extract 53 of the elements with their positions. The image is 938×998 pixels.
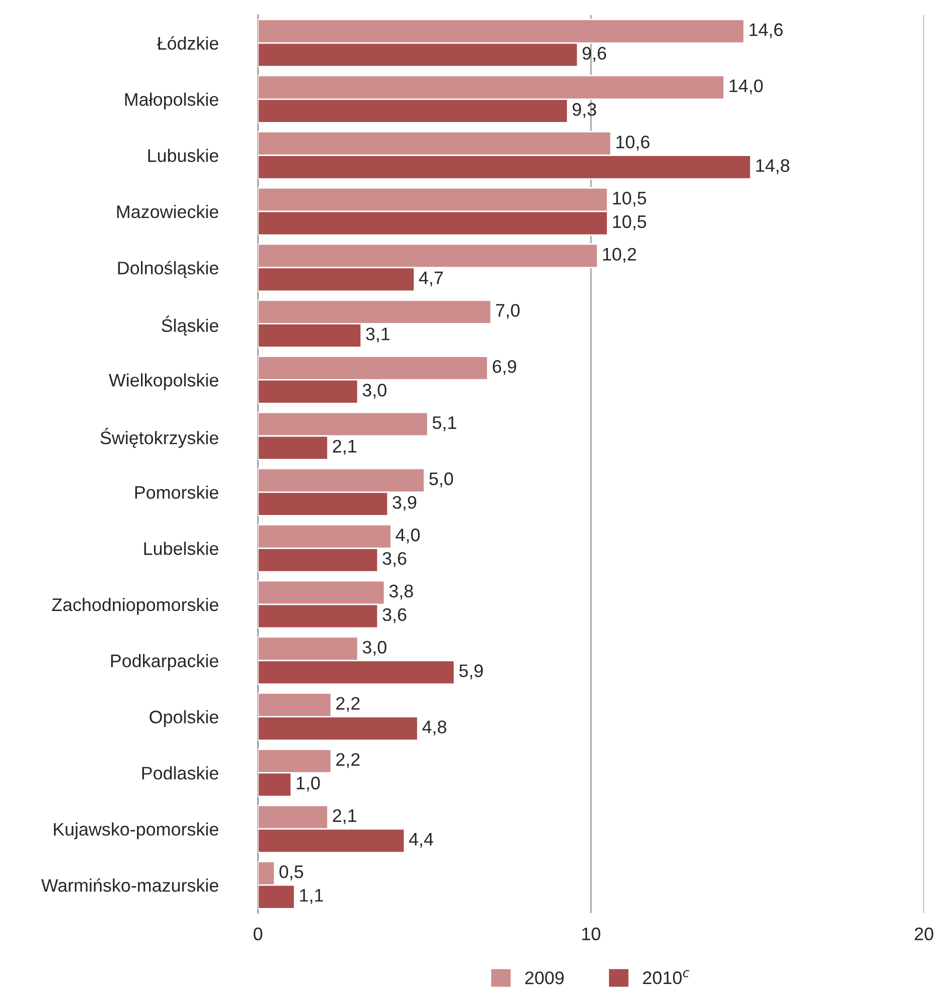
data-label: 4,0 [396,528,420,544]
y-tick-label: Podlaskie [142,766,218,780]
data-label: 1,1 [300,889,323,904]
data-label: 3,6 [382,608,406,624]
data-label: 3,0 [362,384,386,399]
data-label: 5,0 [429,472,454,488]
data-label: 2,1 [332,440,356,455]
data-label: 2,2 [336,753,360,768]
data-label: 3,6 [382,552,406,568]
y-tick-label: Dolnośląskie [118,260,218,278]
legend-label: 2009 [525,971,564,984]
data-label: 3,9 [392,496,416,511]
data-label: 9,6 [582,46,606,62]
legend-label: 2010$^{c}$ [643,970,690,984]
y-tick-label: Lubelskie [144,542,218,555]
data-label: 4,8 [422,720,446,736]
data-label: 5,1 [432,416,456,432]
y-tick-label: Świętokrzyskie [100,428,218,448]
data-label: 10,6 [616,136,650,151]
data-label: 10,2 [603,248,636,263]
data-label: 4,4 [409,833,434,848]
data-label: 10,5 [613,192,646,207]
y-tick-label: Warmińsko-mazurskie [41,878,218,892]
data-label: 14,8 [756,159,790,174]
data-label: 4,7 [419,272,443,286]
data-label: 3,8 [389,584,413,600]
data-label: 2,1 [332,809,356,824]
y-tick-label: Opolskie [150,710,218,727]
y-tick-label: Pomorskie [135,486,218,499]
y-tick-label: Lubuskie [148,148,218,162]
y-tick-label: Wielkopolskie [108,373,218,390]
x-tick-label: 10 [582,928,600,940]
y-tick-label: Łódzkie [157,36,218,50]
y-tick-label: Mazowieckie [117,204,218,218]
data-label: 6,9 [492,360,516,376]
y-tick-label: Podkarpackie [111,654,218,671]
y-tick-label: Zachodniopomorskie [52,598,218,615]
data-label: 5,9 [459,664,483,680]
y-tick-label: Śląskie [162,316,218,336]
data-label: 1,0 [296,776,320,792]
data-label: 14,0 [730,79,763,94]
y-tick-label: Małopolskie [125,92,218,110]
data-label: 3,0 [362,640,386,656]
data-label: 7,0 [496,304,520,319]
data-label: 14,6 [750,23,783,38]
data-label: 0,5 [279,865,304,880]
x-tick-label: 20 [914,928,934,940]
data-label: 9,3 [572,103,596,118]
data-label: 2,2 [336,696,360,712]
data-label: 10,5 [613,215,646,230]
y-tick-label: Kujawsko-pomorskie [54,822,218,840]
x-tick-label: 0 [254,928,262,940]
data-label: 3,1 [366,328,390,342]
